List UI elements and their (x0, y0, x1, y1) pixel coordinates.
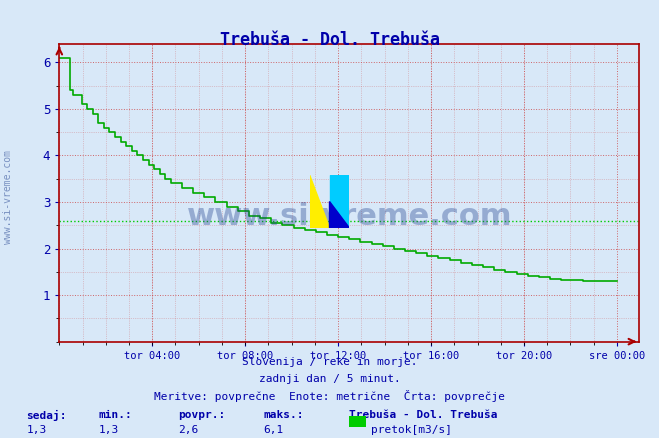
Polygon shape (310, 175, 330, 228)
Text: Trebuša - Dol. Trebuša: Trebuša - Dol. Trebuša (349, 410, 498, 420)
Text: 2,6: 2,6 (178, 425, 198, 435)
Text: povpr.:: povpr.: (178, 410, 225, 420)
Text: Slovenija / reke in morje.: Slovenija / reke in morje. (242, 357, 417, 367)
Text: www.si-vreme.com: www.si-vreme.com (3, 150, 13, 244)
Text: pretok[m3/s]: pretok[m3/s] (371, 425, 452, 435)
Polygon shape (330, 201, 349, 228)
Text: min.:: min.: (99, 410, 132, 420)
Text: zadnji dan / 5 minut.: zadnji dan / 5 minut. (258, 374, 401, 384)
Text: maks.:: maks.: (264, 410, 304, 420)
Polygon shape (330, 175, 349, 228)
Text: sedaj:: sedaj: (26, 410, 67, 420)
Text: 1,3: 1,3 (99, 425, 119, 435)
Text: 6,1: 6,1 (264, 425, 284, 435)
Text: 1,3: 1,3 (26, 425, 47, 435)
Text: Meritve: povprečne  Enote: metrične  Črta: povprečje: Meritve: povprečne Enote: metrične Črta:… (154, 390, 505, 402)
Text: www.si-vreme.com: www.si-vreme.com (186, 202, 512, 231)
Text: Trebuša - Dol. Trebuša: Trebuša - Dol. Trebuša (219, 31, 440, 49)
